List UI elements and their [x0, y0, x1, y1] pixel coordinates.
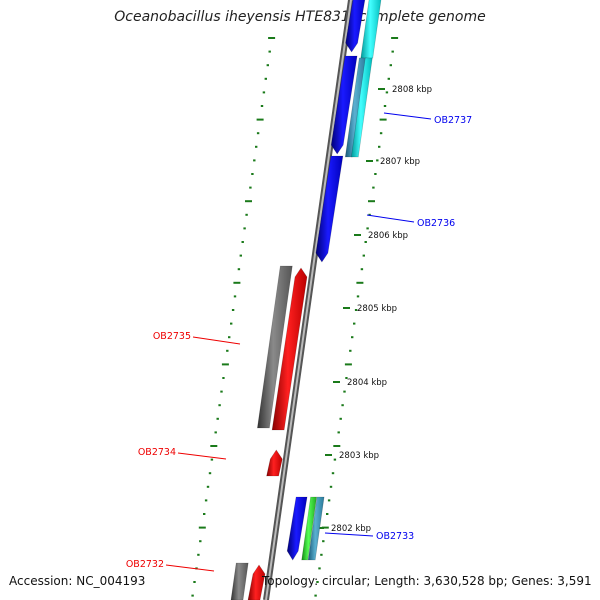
- gene-ob2737[interactable]: [330, 55, 358, 155]
- gene-label-ob2736[interactable]: OB2736: [417, 218, 455, 229]
- gene-leader-line: [324, 532, 374, 537]
- gene-ob2732[interactable]: [247, 564, 266, 600]
- gene-ob2732-pseudo[interactable]: [230, 562, 249, 600]
- gene-ob2735[interactable]: [271, 267, 308, 431]
- gene-ob2733-misc[interactable]: [307, 496, 325, 561]
- gene-leader-line: [165, 564, 215, 572]
- gene-leader-line: [192, 336, 241, 345]
- scale-label: 2806 kbp: [368, 231, 408, 241]
- scale-label: 2807 kbp: [380, 157, 420, 167]
- gene-leader-line: [366, 214, 415, 223]
- scale-label: 2803 kbp: [339, 451, 379, 461]
- genome-title: Oceanobacillus iheyensis HTE831, complet…: [114, 9, 486, 25]
- scale-label: 2802 kbp: [331, 524, 371, 534]
- gene-ob2735-pseudo[interactable]: [257, 265, 293, 429]
- genome-summary-text: Topology: circular; Length: 3,630,528 bp…: [262, 574, 592, 588]
- scale-label: 2804 kbp: [347, 378, 387, 388]
- scale-label: 2805 kbp: [357, 304, 397, 314]
- gene-ob2736[interactable]: [315, 155, 344, 263]
- gene-label-ob2735[interactable]: OB2735: [153, 331, 191, 342]
- gene-ob2738[interactable]: [345, 0, 366, 53]
- gene-label-ob2737[interactable]: OB2737: [434, 115, 472, 126]
- gene-leader-line: [383, 112, 432, 120]
- gene-label-ob2733[interactable]: OB2733: [376, 531, 414, 542]
- gene-ob2733-feature[interactable]: [301, 496, 317, 561]
- gene-label-ob2734[interactable]: OB2734: [138, 447, 176, 458]
- gene-rna[interactable]: [360, 0, 382, 59]
- accession-text: Accession: NC_004193: [9, 574, 146, 588]
- backbone-inner: [265, 0, 352, 600]
- gene-label-ob2732[interactable]: OB2732: [126, 559, 164, 570]
- gene-ob2734[interactable]: [266, 449, 283, 477]
- gene-ob2733[interactable]: [286, 496, 308, 561]
- gene-ob2737-rna[interactable]: [350, 57, 373, 158]
- gene-leader-line: [177, 452, 227, 460]
- scale-label: 2808 kbp: [392, 85, 432, 95]
